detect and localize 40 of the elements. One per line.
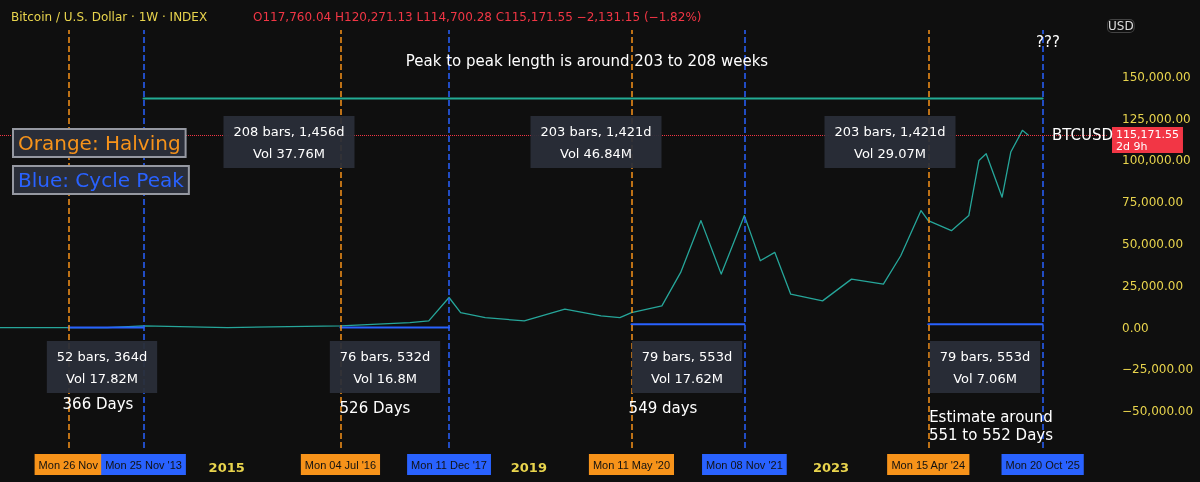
- y-tick-label: −25,000.00: [1122, 362, 1194, 377]
- y-tick-label: 150,000.00: [1122, 69, 1191, 84]
- annotation: 366 Days: [62, 395, 134, 413]
- annotation: Peak to peak length is around 203 to 208 weeks: [405, 52, 769, 70]
- annotation: Estimate around 551 to 552 Days: [928, 408, 1054, 444]
- annotation: Orange: Halving: [18, 131, 181, 155]
- y-tick-label: −50,000.00: [1122, 404, 1194, 419]
- annotation: 203 bars, 1,421d Vol 46.84M: [540, 123, 652, 161]
- ref-line-label: Mon 25 Nov '13: [105, 458, 182, 471]
- annotation: 79 bars, 553d Vol 7.06M: [939, 348, 1031, 386]
- chart-title: Bitcoin / U.S. Dollar · 1W · INDEX: [11, 10, 208, 24]
- y-tick-label: 75,000.00: [1122, 195, 1184, 210]
- x-tick-label: 2019: [510, 460, 547, 475]
- annotation: 79 bars, 553d Vol 17.62M: [641, 348, 733, 386]
- annotation: 208 bars, 1,456d Vol 37.76M: [233, 123, 345, 161]
- x-tick-label: 2015: [208, 460, 245, 475]
- annotation: 52 bars, 364d Vol 17.82M: [56, 348, 148, 386]
- ref-line-label: Mon 04 Jul '16: [304, 458, 377, 471]
- y-tick-label: 125,000.00: [1122, 111, 1191, 126]
- ref-line-label: Mon 11 May '20: [592, 458, 671, 471]
- annotation: Blue: Cycle Peak: [18, 168, 185, 192]
- y-tick-label: 25,000.00: [1122, 278, 1184, 293]
- annotation: 549 days: [628, 399, 698, 417]
- chart-subtitle: O117,760.04 H120,271.13 L114,700.28 C115,171.55 −2,131.15 (−1.82%): [253, 10, 702, 24]
- x-tick-label: 2023: [812, 460, 850, 475]
- ref-line-label: Mon 15 Apr '24: [891, 458, 966, 471]
- annotation: 203 bars, 1,421d Vol 29.07M: [834, 123, 946, 161]
- ref-line-label: Mon 08 Nov '21: [706, 458, 783, 471]
- annotation: BTCUSD: [1052, 126, 1114, 145]
- annotation: 526 Days: [339, 399, 411, 417]
- ref-line-label: 115,171.55 2d 9h: [1116, 127, 1179, 153]
- y-tick-label: 100,000.00: [1122, 153, 1191, 168]
- ref-line-label: Mon 26 Nov: [38, 458, 99, 471]
- ref-line-label: Mon 20 Oct '25: [1005, 458, 1080, 471]
- y-tick-label: 0.00: [1122, 320, 1149, 335]
- ref-line-label: Mon 11 Dec '17: [411, 458, 487, 471]
- y-axis-title: USD: [1108, 19, 1134, 33]
- annotation: ???: [1036, 33, 1060, 51]
- annotation: 76 bars, 532d Vol 16.8M: [339, 348, 431, 386]
- y-tick-label: 50,000.00: [1122, 237, 1184, 252]
